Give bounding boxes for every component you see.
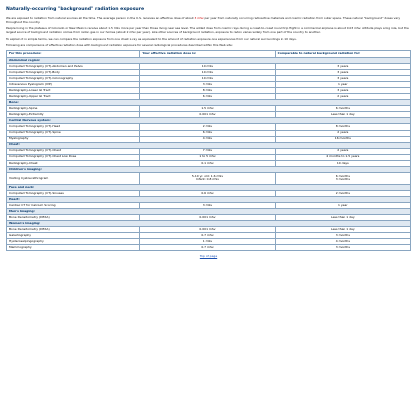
cell-line: Infant: 0.8 mSv — [195, 177, 219, 182]
page-title: Naturally-occurring "background" radiati… — [6, 7, 145, 12]
table-header-row: For this procedure: Your effective radia… — [5, 49, 412, 58]
header-dose: Your effective radiation dose is: — [139, 49, 276, 58]
highlighted-dose[interactable]: 3 mSv — [194, 15, 204, 20]
intro-paragraph: We are exposed to radiation from natural… — [6, 16, 411, 24]
dose-cell: 5-10 yr. old: 1.6 mSv Infant: 0.8 mSv — [139, 171, 276, 185]
paragraph-text: To explain it in simple terms, we can co… — [6, 36, 297, 41]
table-row: Radiography-Chest 0.1 mSv 10 days — [5, 159, 412, 167]
table-section-row: Children's imaging: — [6, 165, 411, 173]
cell-line: 5-10 yr. old: 1.6 mSv — [191, 173, 224, 178]
intro-paragraph: Following are comparisons of effective r… — [6, 43, 411, 47]
comparable-cell: 3 months — [274, 244, 412, 252]
procedure-cell: Mammography — [5, 244, 141, 252]
paragraph-text: We are exposed to radiation from natural… — [6, 15, 195, 20]
intro-paragraph: To explain it in simple terms, we can co… — [6, 37, 411, 41]
top-of-page-link[interactable]: Top of page — [199, 254, 218, 259]
table-row: Bone Densitometry (DEXA) 0.001 mSv Less th… — [5, 214, 412, 222]
table-row: Voiding Cystourethrogram 5-10 yr. old: 1.… — [5, 171, 412, 185]
cell-line: 6 months — [335, 173, 350, 178]
paragraph-text: per year from naturally occurring radioa… — [6, 15, 401, 24]
comparable-cell: 6 months 3 months — [274, 171, 412, 185]
radiation-dose-table: For this procedure: Your effective radia… — [5, 49, 412, 252]
header-procedure: For this procedure: — [5, 49, 141, 58]
table-row: Mammography 0.7 mSv 3 months — [5, 244, 412, 252]
paragraph-text: Following are comparisons of effective r… — [6, 43, 233, 48]
procedure-cell: Voiding Cystourethrogram — [5, 171, 141, 185]
dose-cell: 0.7 mSv — [139, 244, 276, 252]
cell-line: 3 months — [335, 177, 350, 182]
paragraph-text: People living in the plateaus of Colorad… — [6, 26, 409, 35]
intro-paragraph: People living in the plateaus of Colorad… — [6, 26, 411, 34]
header-comparable: Comparable to natural background radiati… — [274, 49, 412, 58]
section-label: Children's imaging: — [6, 165, 411, 173]
intro-text: We are exposed to radiation from natural… — [6, 16, 411, 48]
